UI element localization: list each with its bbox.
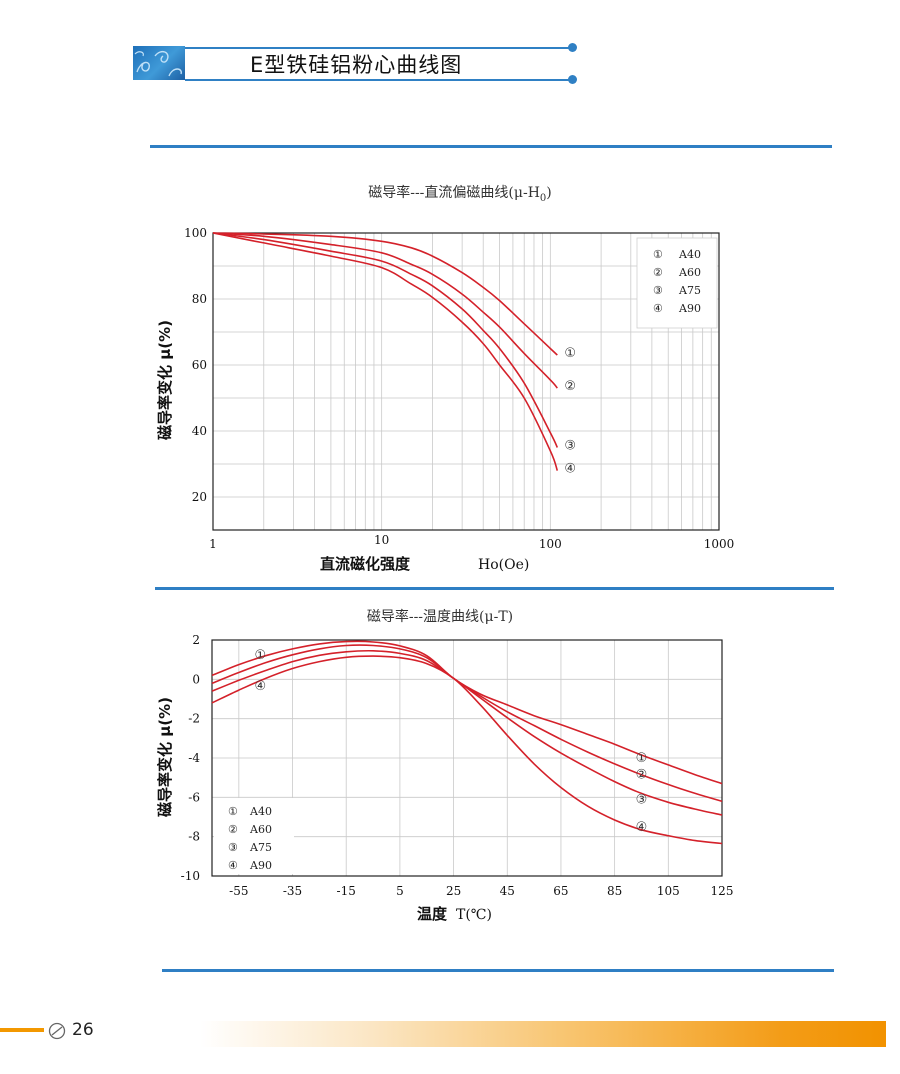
temperature-legend-box bbox=[214, 798, 294, 874]
divider-top bbox=[150, 145, 832, 148]
temperature-legend-marker: ④ bbox=[228, 859, 238, 872]
temperature-series-label: ① bbox=[636, 751, 648, 766]
temperature-plot-frame bbox=[211, 639, 723, 877]
swirl-pattern-icon bbox=[134, 50, 182, 77]
header-dot-top bbox=[568, 43, 577, 52]
dc-bias-series-label: ① bbox=[564, 346, 576, 361]
temperature-x-tick-label: 25 bbox=[446, 884, 461, 898]
dc-bias-x-tick-label: 1 bbox=[209, 537, 217, 551]
temperature-x-axis-unit: T(℃) bbox=[456, 907, 492, 923]
dc-bias-chart-title: 磁导率---直流偏磁曲线(μ-H0) bbox=[368, 184, 552, 204]
dc-bias-legend-marker: ② bbox=[653, 266, 663, 279]
dc-bias-y-tick-label: 60 bbox=[192, 358, 207, 372]
page-title: E型铁硅铝粉心曲线图 bbox=[250, 53, 463, 77]
dc-bias-x-tick-label: 10 bbox=[374, 533, 389, 547]
temperature-series-label: ④ bbox=[254, 679, 266, 694]
dc-bias-series-label: ④ bbox=[564, 462, 576, 477]
dc-bias-legend-marker: ① bbox=[653, 248, 663, 261]
temperature-legend-label: A40 bbox=[249, 805, 272, 818]
temperature-chart-title: 磁导率---温度曲线(μ-T) bbox=[367, 608, 513, 625]
dc-bias-legend-box bbox=[636, 237, 718, 329]
dc-bias-legend-marker: ④ bbox=[653, 302, 663, 315]
footer-gradient-bar bbox=[200, 1021, 886, 1047]
temperature-x-tick-label: 5 bbox=[396, 884, 404, 898]
dc-bias-y-tick-label: 20 bbox=[192, 490, 207, 504]
dc-bias-legend-label: A75 bbox=[678, 284, 701, 297]
temperature-series-label: ③ bbox=[636, 792, 648, 807]
temperature-y-axis-title: 磁导率变化 μ(%) bbox=[156, 697, 174, 817]
temperature-chart: ① A40 ② A60 ③ A75 ④ A90 ① ④ ① ② ③ ④ 2 0 -2 -4 -6 -8 -10 -55… bbox=[156, 608, 733, 923]
temperature-x-tick-label: -15 bbox=[337, 884, 356, 898]
temperature-legend-label: A75 bbox=[249, 841, 272, 854]
temperature-x-tick-label: -35 bbox=[283, 884, 302, 898]
temperature-series-line bbox=[211, 655, 723, 845]
header-decoration bbox=[133, 46, 185, 80]
brand-logo-icon bbox=[48, 1022, 66, 1040]
dc-bias-y-tick-label: 40 bbox=[192, 424, 207, 438]
dc-bias-series-label: ② bbox=[564, 379, 576, 394]
temperature-series-label: ② bbox=[636, 768, 648, 783]
dc-bias-x-axis-title: 直流磁化强度 bbox=[320, 555, 411, 573]
dc-bias-plot-frame bbox=[212, 232, 720, 531]
temperature-series-label: ① bbox=[254, 648, 266, 663]
temperature-x-tick-label: 65 bbox=[553, 884, 568, 898]
dc-bias-x-axis-unit: Ho(Oe) bbox=[478, 557, 529, 573]
dc-bias-series-line bbox=[212, 232, 559, 448]
temperature-series-label: ④ bbox=[636, 820, 648, 835]
temperature-x-tick-label: 85 bbox=[607, 884, 622, 898]
dc-bias-y-axis-title: 磁导率变化 μ(%) bbox=[156, 320, 174, 440]
temperature-x-tick-label: 125 bbox=[711, 884, 734, 898]
dc-bias-series-line bbox=[212, 232, 558, 356]
temperature-legend-marker: ① bbox=[228, 805, 238, 818]
temperature-y-tick-label: -4 bbox=[188, 751, 200, 765]
dc-bias-x-tick-label: 100 bbox=[539, 537, 562, 551]
divider-bottom bbox=[162, 969, 834, 972]
header-line-bottom bbox=[185, 79, 573, 81]
temperature-y-tick-label: -6 bbox=[188, 790, 200, 804]
divider-middle bbox=[155, 587, 834, 590]
dc-bias-legend-label: A90 bbox=[678, 302, 701, 315]
temperature-x-tick-label: 45 bbox=[500, 884, 515, 898]
dc-bias-series-label: ③ bbox=[564, 439, 576, 454]
temperature-x-tick-label: 105 bbox=[657, 884, 680, 898]
temperature-x-axis-title: 温度 bbox=[417, 905, 448, 923]
temperature-y-tick-label: 0 bbox=[192, 672, 200, 686]
dc-bias-legend-label: A40 bbox=[678, 248, 701, 261]
temperature-legend-label: A90 bbox=[249, 859, 272, 872]
dc-bias-series-line bbox=[212, 232, 559, 471]
footer-accent-line bbox=[0, 1028, 44, 1032]
header-dot-bottom bbox=[568, 75, 577, 84]
dc-bias-y-tick-label: 100 bbox=[184, 226, 207, 240]
temperature-legend-label: A60 bbox=[249, 823, 272, 836]
temperature-y-tick-label: -8 bbox=[188, 830, 200, 844]
temperature-y-tick-label: -10 bbox=[181, 869, 200, 883]
temperature-x-tick-label: -55 bbox=[229, 884, 248, 898]
dc-bias-series-line bbox=[212, 232, 558, 389]
temperature-series-line bbox=[211, 649, 723, 816]
header-line-top bbox=[185, 47, 573, 49]
dc-bias-y-tick-label: 80 bbox=[192, 292, 207, 306]
dc-bias-legend-marker: ③ bbox=[653, 284, 663, 297]
temperature-y-tick-label: -2 bbox=[188, 712, 200, 726]
dc-bias-legend-label: A60 bbox=[678, 266, 701, 279]
temperature-legend-marker: ② bbox=[228, 823, 238, 836]
page-number: 26 bbox=[72, 1020, 94, 1040]
temperature-legend-marker: ③ bbox=[228, 841, 238, 854]
dc-bias-chart: ① A40 ② A60 ③ A75 ④ A90 ① ② ③ ④ 20 40 60 80 100 1 10 100 1… bbox=[156, 184, 734, 573]
temperature-y-tick-label: 2 bbox=[192, 633, 200, 647]
dc-bias-x-tick-label: 1000 bbox=[704, 537, 735, 551]
